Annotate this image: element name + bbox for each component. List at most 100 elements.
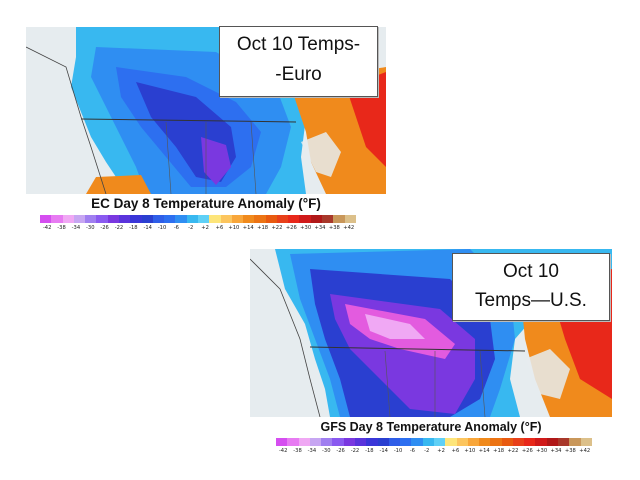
gfs-scale-swatch: [422, 438, 434, 446]
gfs-scale-swatch: [535, 438, 547, 446]
gfs-scale-tick-label: -38: [293, 448, 302, 454]
gfs-scale-swatch: [276, 438, 288, 446]
gfs-scale-swatch: [332, 438, 344, 446]
ec-scale-tick-label: -22: [114, 225, 124, 231]
gfs-scale-tick-label: -6: [409, 448, 415, 454]
gfs-scale-swatch: [400, 438, 412, 446]
ec-scale-swatch: [186, 215, 198, 223]
gfs-scale-tick-label: +34: [550, 448, 562, 454]
gfs-caption-line2: Temps—U.S.: [475, 290, 587, 311]
ec-scale-tick-label: -18: [129, 225, 138, 231]
gfs-scale-swatch: [456, 438, 468, 446]
ec-scale-tick-label: -38: [57, 225, 66, 231]
ec-scale-tick-label: -14: [143, 225, 152, 231]
ec-scale-swatch: [231, 215, 244, 223]
ec-caption-line2: -Euro: [275, 64, 322, 85]
gfs-scale-swatch: [354, 438, 367, 446]
gfs-scale-tick-label: -14: [379, 448, 388, 454]
ec-scale-swatch: [243, 215, 255, 223]
ec-scale-swatch: [299, 215, 311, 223]
gfs-scale-tick-label: -42: [278, 448, 288, 454]
ec-scale-swatch: [164, 215, 176, 223]
gfs-scale-swatch: [524, 438, 536, 446]
gfs-scale-tick-label: +10: [464, 448, 476, 454]
gfs-scale-tick-label: -18: [365, 448, 374, 454]
ec-scale-swatch: [40, 215, 52, 223]
gfs-map-title: GFS Day 8 Temperature Anomaly (°F): [320, 420, 542, 434]
gfs-scale-swatch: [377, 438, 389, 446]
ec-great-lakes: [301, 132, 341, 177]
gfs-caption-line1: Oct 10: [503, 261, 559, 282]
ec-scale-tick-label: +22: [271, 225, 283, 231]
ec-map-title: EC Day 8 Temperature Anomaly (°F): [91, 196, 321, 211]
gfs-scale-tick-label: -22: [350, 448, 360, 454]
ec-scale-tick-label: +42: [343, 225, 355, 231]
gfs-scale-swatch: [546, 438, 559, 446]
ec-scale-tick-label: +2: [201, 225, 209, 231]
ec-scale-swatch: [73, 215, 86, 223]
ec-us-canada-border: [80, 118, 297, 123]
gfs-scale-tick-label: -26: [336, 448, 345, 454]
ec-scale-tick-label: -2: [188, 225, 194, 231]
ec-caption-line1: Oct 10 Temps-: [236, 34, 361, 55]
gfs-scale-tick-label: +30: [536, 448, 548, 454]
gfs-scale-swatch: [580, 438, 592, 446]
gfs-scale-swatch: [411, 438, 423, 446]
ec-scale-swatch: [322, 215, 334, 223]
ec-scale-swatch: [310, 215, 323, 223]
ec-scale-tick-label: +18: [257, 225, 269, 231]
gfs-scale-swatch: [343, 438, 355, 446]
gfs-scale-tick-label: +38: [564, 448, 576, 454]
ec-coldest-area: [201, 137, 231, 185]
ec-scale-swatch: [51, 215, 63, 223]
ec-color-scale: [40, 215, 356, 223]
gfs-scale-swatch: [558, 438, 570, 446]
ec-scale-tick-label: +34: [314, 225, 326, 231]
gfs-scale-swatch: [490, 438, 502, 446]
ec-scale-tick-label: -30: [86, 225, 95, 231]
gfs-scale-swatch: [388, 438, 401, 446]
ec-scale-tick-label: -26: [100, 225, 109, 231]
ec-state-lines: [165, 121, 257, 194]
ec-scale-tick-label: +14: [242, 225, 254, 231]
gfs-scale-tick-label: +14: [478, 448, 490, 454]
ec-scale-swatch: [96, 215, 108, 223]
ec-scale-swatch: [175, 215, 187, 223]
gfs-scale-swatch: [309, 438, 322, 446]
gfs-great-lakes: [525, 349, 570, 399]
gfs-pink-core: [365, 314, 425, 339]
ec-scale-tick-label: -6: [173, 225, 179, 231]
gfs-scale-swatch: [298, 438, 310, 446]
ec-scale-tick-label: +10: [228, 225, 240, 231]
ec-scale-swatch: [276, 215, 289, 223]
gfs-scale-swatch: [445, 438, 457, 446]
ec-scale-swatch: [254, 215, 266, 223]
ec-scale-labels: -42 -38 -34 -30 -26 -22 -18 -14 -10 -6 -2 +2 +6 +10 +1…: [40, 225, 356, 231]
ec-scale-tick-label: +38: [328, 225, 340, 231]
ec-scale-swatch: [118, 215, 131, 223]
gfs-us-canada-border: [309, 346, 526, 352]
gfs-scale-tick-label: +2: [437, 448, 445, 454]
ec-coastline: [26, 46, 107, 194]
ec-scale-swatch: [197, 215, 210, 223]
ec-caption-box: Oct 10 Temps- -Euro: [219, 26, 378, 97]
gfs-scale-swatch: [287, 438, 299, 446]
gfs-scale-swatch: [467, 438, 480, 446]
ec-scale-swatch: [288, 215, 300, 223]
ec-scale-tick-label: +26: [285, 225, 297, 231]
gfs-scale-swatch: [512, 438, 525, 446]
ec-scale-tick-label: -34: [71, 225, 81, 231]
gfs-scale-swatch: [569, 438, 581, 446]
gfs-scale-tick-label: +18: [493, 448, 505, 454]
gfs-scale-tick-label: -2: [424, 448, 430, 454]
gfs-scale-tick-label: -34: [307, 448, 317, 454]
ec-scale-swatch: [141, 215, 153, 223]
ec-scale-tick-label: -42: [42, 225, 52, 231]
gfs-color-scale: [276, 438, 592, 446]
ec-scale-swatch: [333, 215, 345, 223]
ec-scale-tick-label: +6: [215, 225, 224, 231]
gfs-scale-swatch: [479, 438, 491, 446]
gfs-scale-swatch: [366, 438, 378, 446]
ec-scale-swatch: [130, 215, 142, 223]
ec-scale-swatch: [209, 215, 221, 223]
